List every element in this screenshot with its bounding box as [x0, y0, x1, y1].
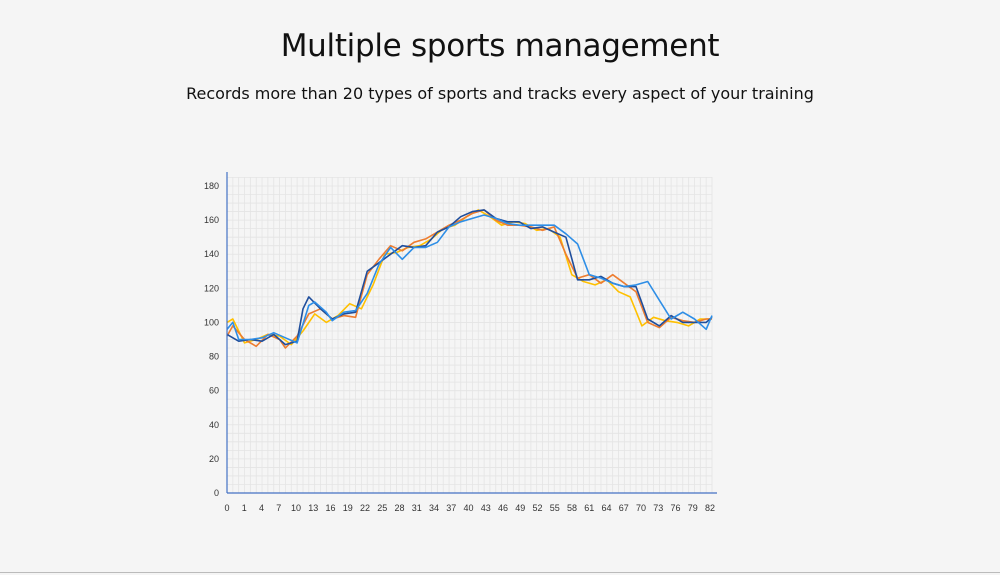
x-tick-label: 25: [377, 503, 387, 513]
x-tick-label: 19: [343, 503, 353, 513]
x-tick-labels: 0 1 4 7 10 13 16 19 22 25 28 31 34 37 40 43 46 49 52 55 58 61…: [224, 503, 715, 513]
x-tick-label: 67: [619, 503, 629, 513]
y-tick-label: 80: [209, 352, 219, 362]
x-tick-label: 73: [653, 503, 663, 513]
x-tick-label: 16: [325, 503, 335, 513]
y-tick-label: 100: [204, 317, 219, 327]
x-tick-label: 31: [412, 503, 422, 513]
y-tick-label: 120: [204, 283, 219, 293]
y-tick-labels: 0 20 40 60 80 100 120 140 160 180: [204, 181, 219, 498]
x-tick-label: 58: [567, 503, 577, 513]
x-tick-label: 40: [463, 503, 473, 513]
x-tick-label: 82: [705, 503, 715, 513]
x-tick-label: 22: [360, 503, 370, 513]
x-tick-label: 34: [429, 503, 439, 513]
x-tick-label: 46: [498, 503, 508, 513]
x-tick-label: 10: [291, 503, 301, 513]
x-tick-label: 7: [276, 503, 281, 513]
x-tick-label: 76: [670, 503, 680, 513]
chart-grid: [226, 177, 713, 494]
x-tick-label: 64: [601, 503, 611, 513]
x-tick-label: 13: [308, 503, 318, 513]
y-tick-label: 60: [209, 386, 219, 396]
x-tick-label: 61: [584, 503, 594, 513]
x-tick-label: 0: [224, 503, 229, 513]
x-tick-label: 1: [242, 503, 247, 513]
page-title: Multiple sports management: [280, 28, 720, 64]
x-tick-label: 37: [446, 503, 456, 513]
series-line-4: [226, 214, 713, 344]
x-tick-label: 55: [550, 503, 560, 513]
y-tick-label: 140: [204, 249, 219, 259]
x-tick-label: 49: [515, 503, 525, 513]
x-tick-label: 52: [532, 503, 542, 513]
x-tick-label: 79: [688, 503, 698, 513]
series-line-3: [226, 209, 713, 346]
y-tick-label: 0: [214, 488, 219, 498]
x-tick-label: 70: [636, 503, 646, 513]
chart-series: [226, 209, 713, 349]
y-tick-label: 180: [204, 181, 219, 191]
y-tick-label: 160: [204, 215, 219, 225]
x-tick-label: 43: [481, 503, 491, 513]
x-tick-label: 4: [259, 503, 264, 513]
x-tick-label: 28: [394, 503, 404, 513]
y-tick-label: 20: [209, 454, 219, 464]
chart-axes: [226, 172, 717, 494]
page-subtitle: Records more than 20 types of sports and…: [186, 84, 814, 103]
footer-divider: [0, 572, 1000, 573]
y-tick-label: 40: [209, 420, 219, 430]
